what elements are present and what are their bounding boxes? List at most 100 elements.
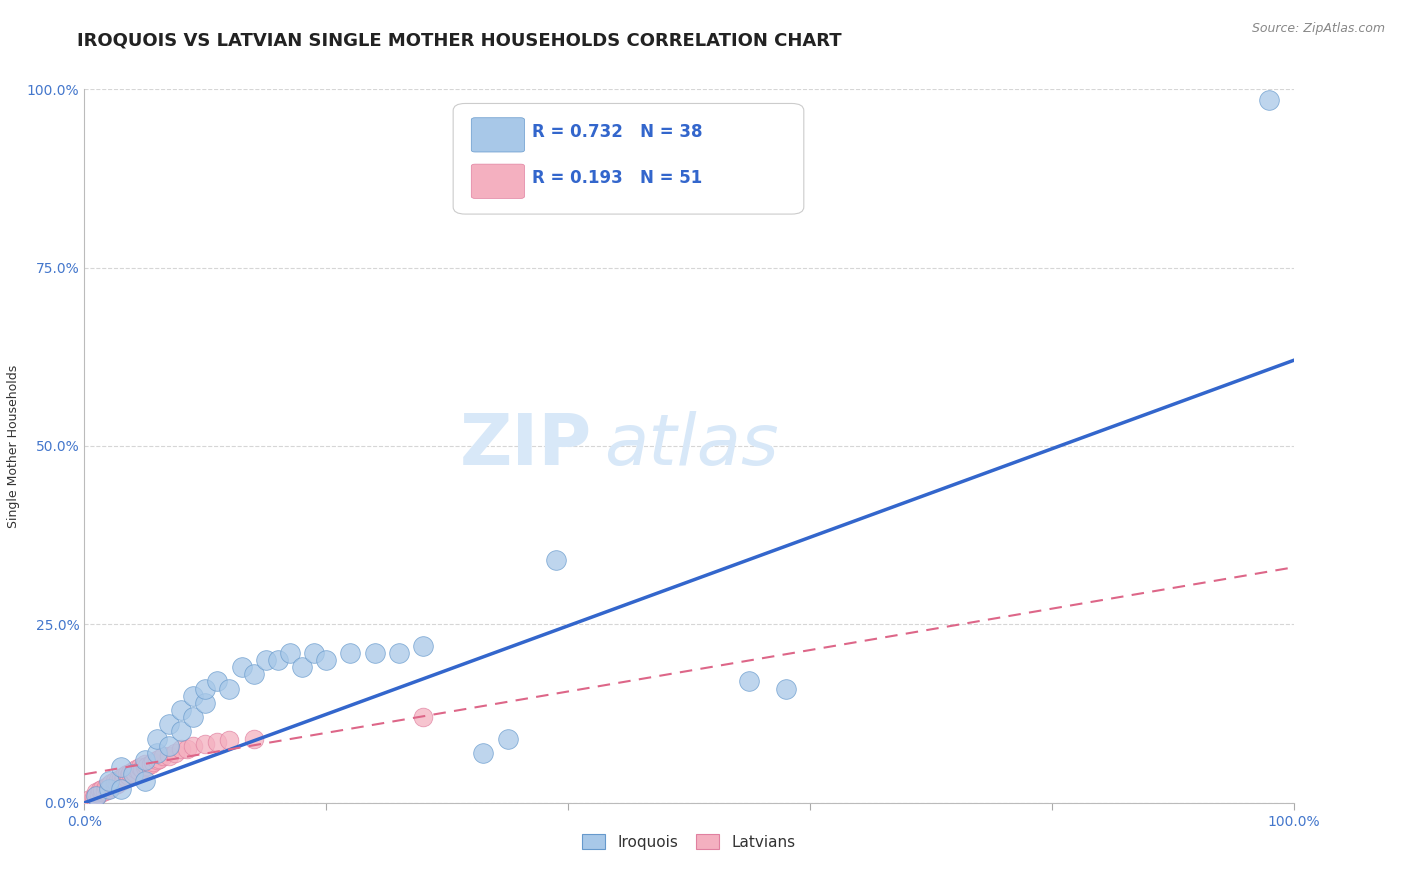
Point — [218, 733, 240, 747]
Point — [231, 660, 253, 674]
Point — [110, 774, 132, 789]
Point — [83, 790, 105, 805]
Point — [104, 774, 127, 789]
Text: ZIP: ZIP — [460, 411, 592, 481]
Text: IROQUOIS VS LATVIAN SINGLE MOTHER HOUSEHOLDS CORRELATION CHART: IROQUOIS VS LATVIAN SINGLE MOTHER HOUSEH… — [77, 31, 842, 49]
Point — [194, 696, 217, 710]
FancyBboxPatch shape — [471, 164, 524, 198]
Point — [118, 769, 141, 783]
Point — [110, 760, 132, 774]
Point — [115, 767, 138, 781]
Point — [146, 746, 169, 760]
Point — [315, 653, 337, 667]
Point — [170, 724, 193, 739]
FancyBboxPatch shape — [471, 118, 524, 152]
Point — [97, 781, 120, 796]
Point — [157, 717, 180, 731]
Point — [170, 703, 193, 717]
Point — [148, 751, 170, 765]
Point — [110, 781, 132, 796]
Point — [170, 742, 193, 756]
Point — [125, 762, 148, 776]
Point — [544, 553, 567, 567]
Text: R = 0.193   N = 51: R = 0.193 N = 51 — [531, 169, 702, 187]
Point — [194, 681, 217, 696]
Point — [124, 765, 146, 780]
Point — [363, 646, 385, 660]
Text: R = 0.732   N = 38: R = 0.732 N = 38 — [531, 123, 702, 141]
Point — [412, 710, 434, 724]
Point — [128, 764, 150, 778]
Point — [134, 756, 156, 771]
Point — [91, 781, 114, 796]
Point — [107, 772, 129, 787]
Point — [100, 780, 122, 794]
Point — [94, 783, 117, 797]
Point — [218, 681, 240, 696]
Point — [278, 646, 301, 660]
Text: atlas: atlas — [605, 411, 779, 481]
FancyBboxPatch shape — [453, 103, 804, 214]
Legend: Iroquois, Latvians: Iroquois, Latvians — [576, 828, 801, 855]
Point — [472, 746, 495, 760]
Point — [242, 731, 264, 746]
Point — [115, 771, 138, 785]
Point — [120, 765, 142, 780]
Point — [121, 767, 143, 781]
Point — [112, 769, 135, 783]
Point — [146, 731, 169, 746]
Point — [87, 787, 110, 801]
Point — [152, 749, 174, 764]
Point — [129, 760, 152, 774]
Point — [121, 767, 143, 781]
Point — [181, 739, 204, 753]
Point — [79, 792, 101, 806]
Point — [134, 760, 156, 774]
Point — [134, 753, 156, 767]
Point — [412, 639, 434, 653]
Point — [89, 783, 111, 797]
Point — [142, 755, 165, 769]
Point — [242, 667, 264, 681]
Point — [91, 785, 114, 799]
Point — [86, 785, 108, 799]
Point — [1258, 93, 1281, 107]
Point — [100, 776, 122, 790]
Point — [86, 789, 108, 803]
Point — [207, 735, 229, 749]
Point — [302, 646, 325, 660]
Text: Source: ZipAtlas.com: Source: ZipAtlas.com — [1251, 22, 1385, 36]
Point — [97, 778, 120, 792]
Point — [181, 689, 204, 703]
Point — [97, 781, 120, 796]
Point — [176, 742, 198, 756]
Point — [131, 762, 153, 776]
Point — [146, 753, 169, 767]
Point — [388, 646, 411, 660]
Point — [496, 731, 519, 746]
Point — [104, 778, 127, 792]
Point — [112, 772, 135, 787]
Point — [97, 774, 120, 789]
Point — [105, 776, 128, 790]
Point — [254, 653, 277, 667]
Point — [136, 758, 159, 772]
Point — [738, 674, 761, 689]
Point — [121, 764, 143, 778]
Point — [165, 746, 187, 760]
Point — [207, 674, 229, 689]
Point — [139, 756, 162, 771]
Point — [86, 789, 108, 803]
Point — [94, 780, 117, 794]
Point — [267, 653, 290, 667]
Point — [775, 681, 797, 696]
Point — [291, 660, 314, 674]
Point — [339, 646, 361, 660]
Point — [134, 774, 156, 789]
Y-axis label: Single Mother Households: Single Mother Households — [7, 364, 20, 528]
Point — [157, 749, 180, 764]
Point — [157, 739, 180, 753]
Point — [110, 771, 132, 785]
Point — [181, 710, 204, 724]
Point — [194, 737, 217, 751]
